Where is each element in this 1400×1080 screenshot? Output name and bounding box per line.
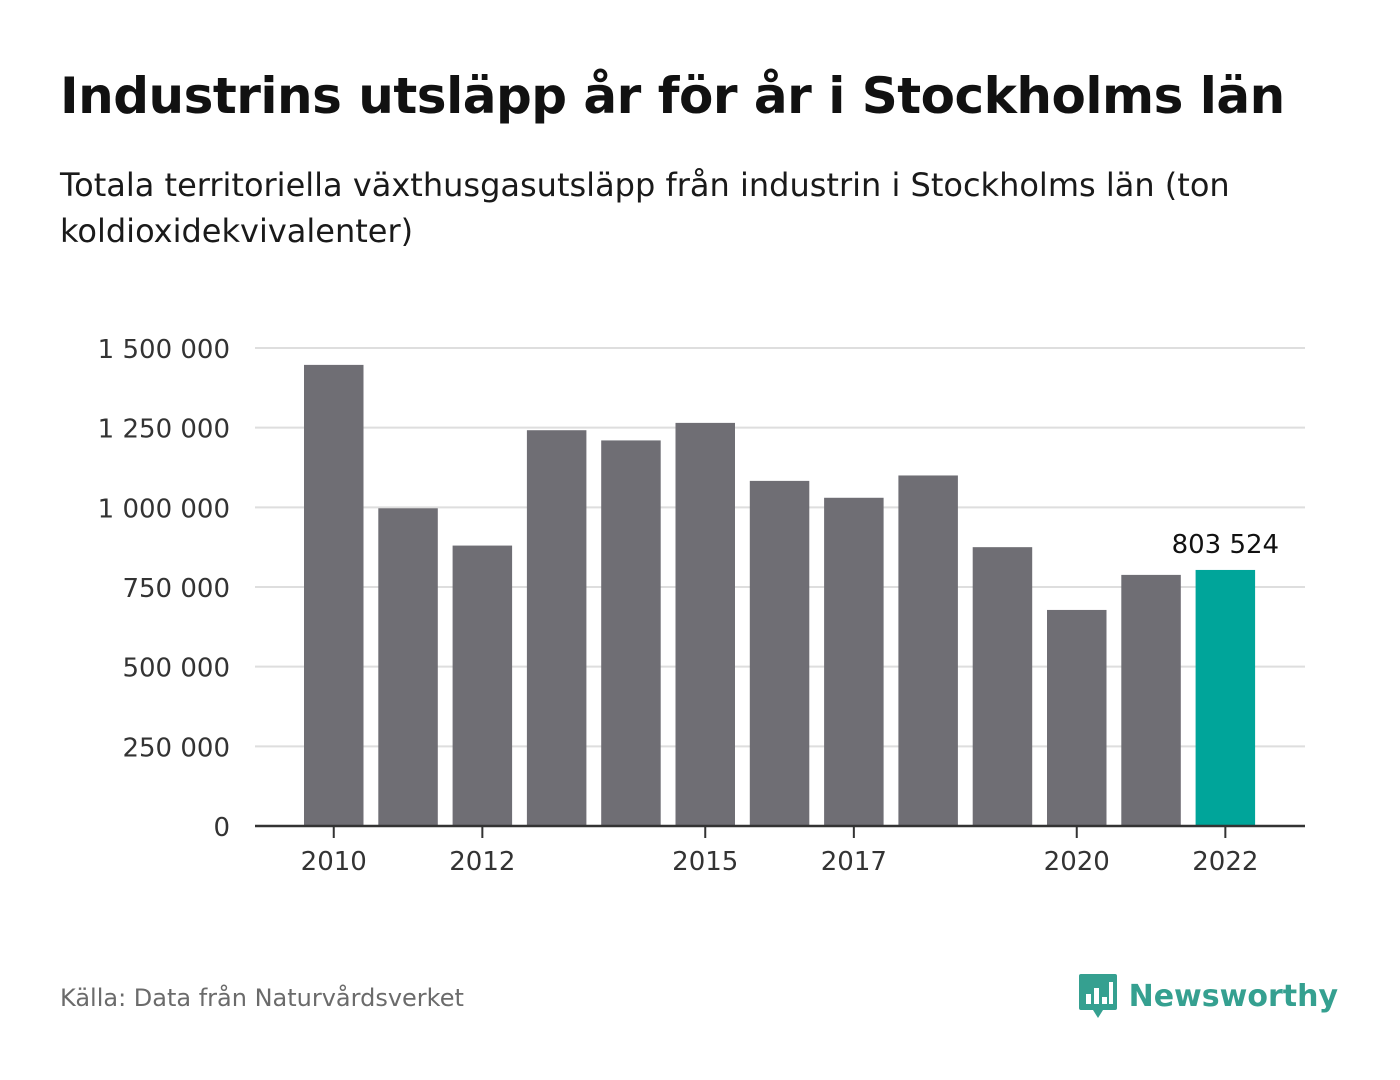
bar-2016 xyxy=(749,480,810,826)
bar-2010 xyxy=(304,364,364,826)
y-tick-label: 250 000 xyxy=(122,733,230,763)
bar-2014 xyxy=(601,440,661,826)
chart-subtitle: Totala territoriella växthusgasutsläpp f… xyxy=(60,166,1230,251)
y-axis-ticks: 0 250 000 500 000 750 000 1 000 000 1 250 000… xyxy=(98,335,230,843)
data-labels: 803 524 xyxy=(1172,530,1280,560)
bar-2020 xyxy=(1047,609,1107,826)
x-tick-label: 2012 xyxy=(449,847,515,877)
bars xyxy=(304,364,1256,826)
bar-2018 xyxy=(898,475,958,826)
bar-2021 xyxy=(1121,574,1181,826)
y-tick-label: 1 250 000 xyxy=(98,415,230,445)
brand-name: Newsworthy xyxy=(1128,978,1338,1014)
y-tick-label: 750 000 xyxy=(122,574,230,604)
y-tick-label: 0 xyxy=(213,813,230,843)
x-tick-label: 2017 xyxy=(821,847,887,877)
source-note: Källa: Data från Naturvårdsverket xyxy=(60,984,464,1012)
data-label-2022: 803 524 xyxy=(1172,530,1280,560)
bar-2012 xyxy=(452,545,513,826)
x-axis-ticks: 2010 2012 2015 2017 2020 2022 xyxy=(301,826,1258,877)
y-tick-label: 500 000 xyxy=(122,654,230,684)
y-tick-label: 1 000 000 xyxy=(98,494,230,524)
bar-2022 xyxy=(1195,569,1256,826)
chart-title: Industrins utsläpp år för år i Stockholm… xyxy=(60,67,1285,125)
bar-2015 xyxy=(675,422,735,826)
brand-logo: Newsworthy xyxy=(1077,970,1338,1022)
x-tick-label: 2015 xyxy=(672,847,738,877)
bar-2019 xyxy=(972,547,1033,826)
bar-chart-icon xyxy=(1078,974,1117,1018)
bar-2011 xyxy=(378,508,438,826)
bar-2017 xyxy=(824,497,884,826)
x-tick-label: 2010 xyxy=(301,847,367,877)
bar-2013 xyxy=(526,430,587,826)
x-tick-label: 2022 xyxy=(1192,847,1258,877)
x-tick-label: 2020 xyxy=(1044,847,1110,877)
y-tick-label: 1 500 000 xyxy=(98,335,230,365)
